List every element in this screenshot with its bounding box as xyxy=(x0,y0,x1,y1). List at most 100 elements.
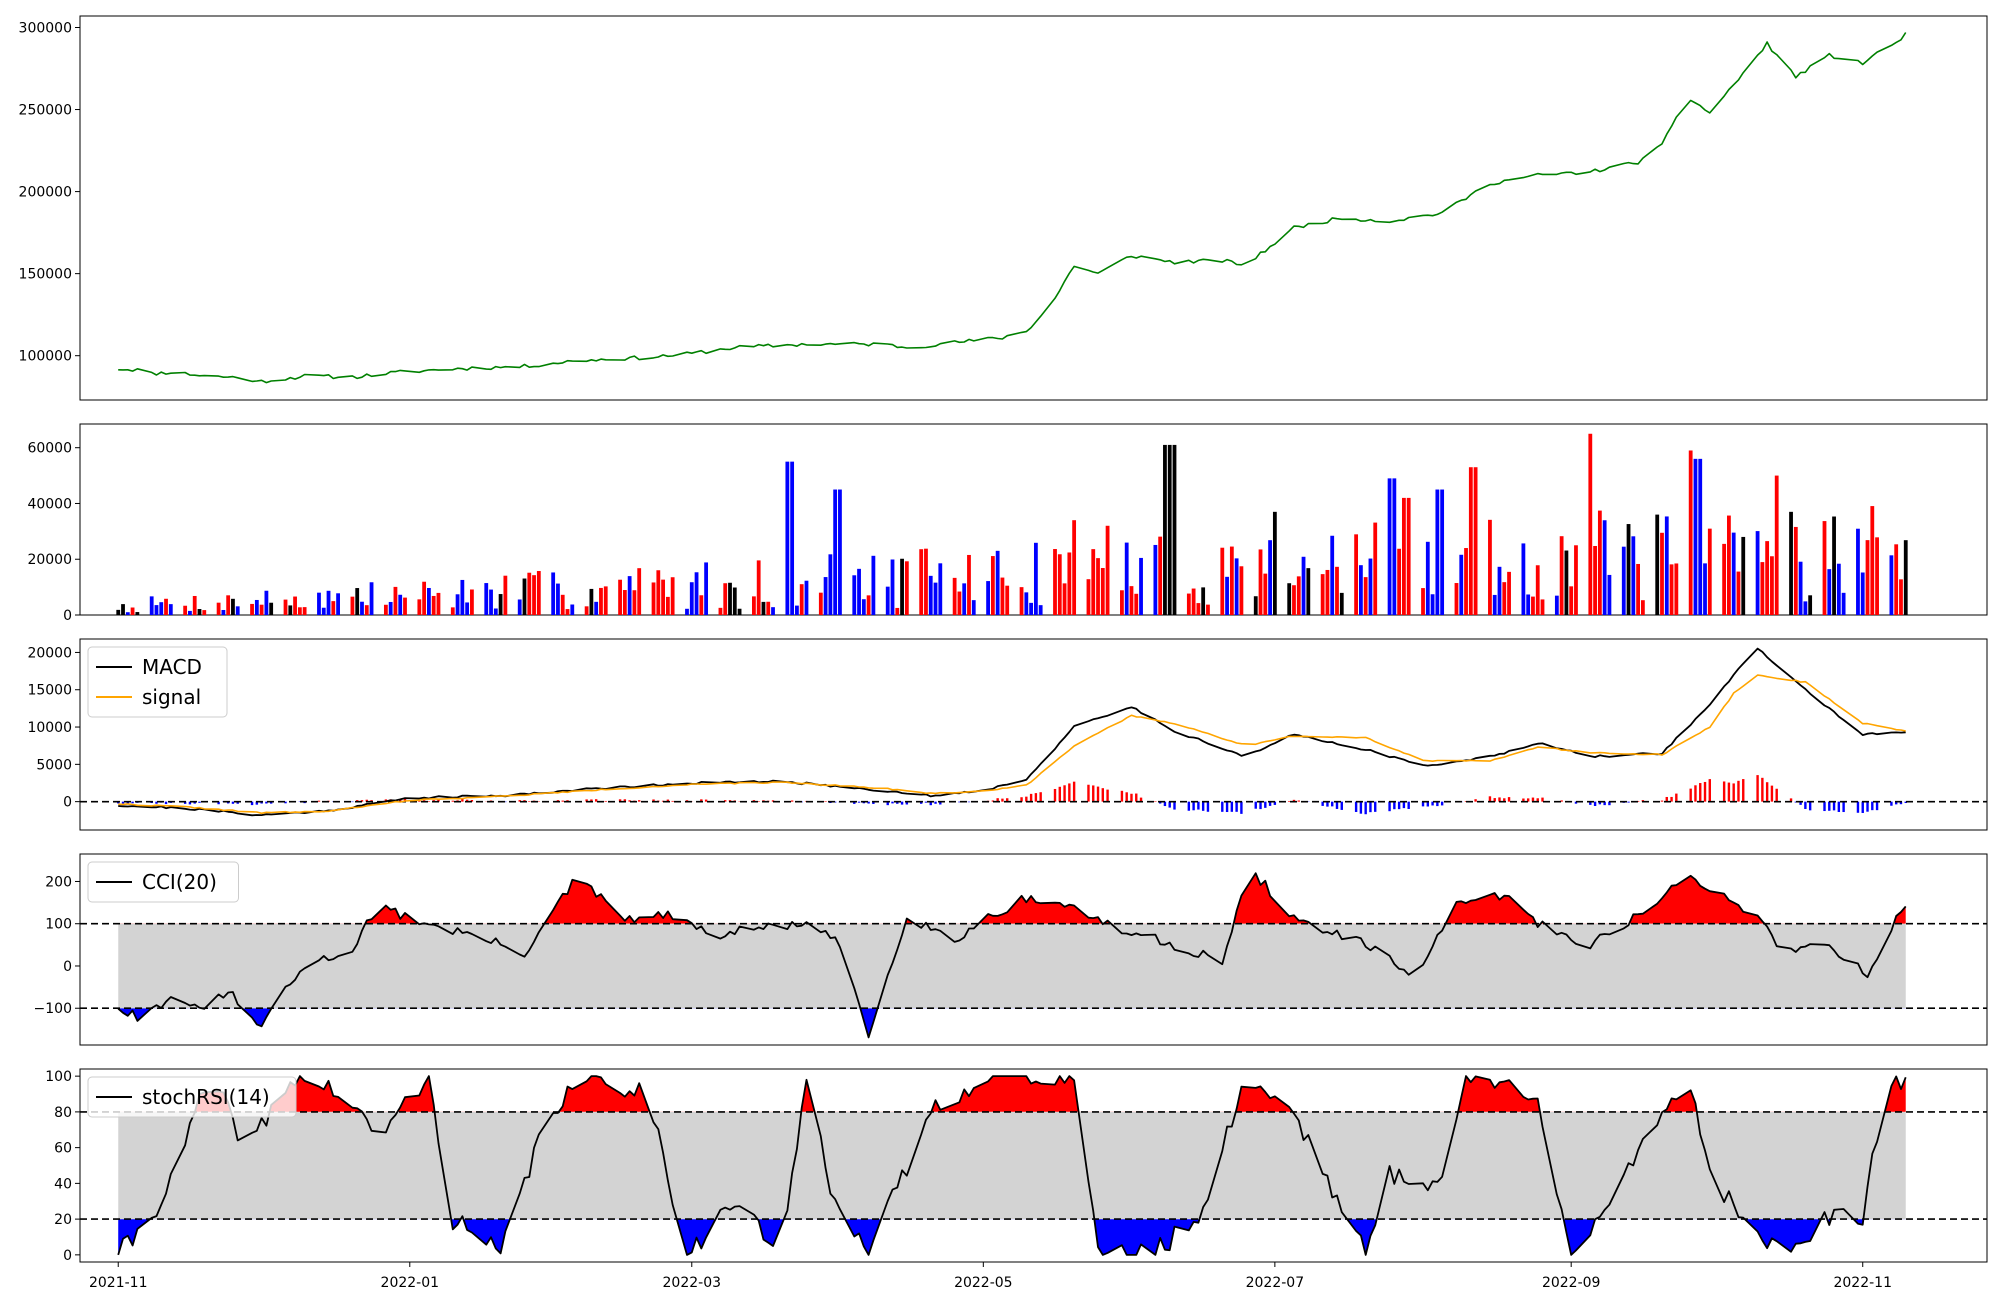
volume-bar xyxy=(1698,458,1703,615)
volume-bar xyxy=(493,608,498,615)
macd-histogram-bar xyxy=(1823,801,1826,812)
macd-ytick-label: 5000 xyxy=(36,757,72,773)
volume-bar xyxy=(336,593,340,615)
macd-histogram-bar xyxy=(1039,792,1042,802)
volume-bar xyxy=(1402,497,1406,615)
macd-histogram-bar xyxy=(1636,800,1640,802)
macd-legend-label: signal xyxy=(142,685,201,709)
volume-bar xyxy=(1731,532,1736,615)
volume-bar xyxy=(450,607,455,615)
volume-bar xyxy=(1822,521,1827,615)
volume-bar xyxy=(1296,576,1301,615)
macd-histogram-bar xyxy=(1440,801,1444,806)
macd-histogram-bar xyxy=(1789,798,1793,802)
macd-histogram-bar xyxy=(1120,790,1124,802)
volume-bar xyxy=(1263,573,1268,615)
volume-bar xyxy=(1287,583,1292,615)
macd-histogram-bar xyxy=(594,799,598,802)
volume-bar xyxy=(1860,572,1865,615)
x-tick-label: 2022-01 xyxy=(381,1275,440,1291)
volume-bar xyxy=(1373,522,1378,615)
volume-bar xyxy=(1602,520,1607,615)
macd-histogram-bar xyxy=(518,800,521,802)
volume-ytick-label: 0 xyxy=(63,608,72,624)
macd-histogram-bar xyxy=(1761,777,1764,802)
macd-histogram-bar xyxy=(1388,801,1391,812)
macd-histogram-bar xyxy=(1894,801,1898,805)
volume-bar xyxy=(857,568,861,615)
macd-histogram-bar xyxy=(628,800,631,802)
volume-bar xyxy=(1703,563,1707,615)
stochrsi-above-fill xyxy=(194,1076,1906,1112)
volume-bar xyxy=(828,554,833,615)
macd-histogram-bar xyxy=(470,799,474,802)
volume-bar xyxy=(924,548,928,615)
volume-bar xyxy=(1253,596,1258,615)
macd-histogram-bar xyxy=(1522,798,1525,802)
volume-bar xyxy=(1554,595,1559,615)
macd-histogram-bar xyxy=(1058,786,1061,802)
macd-histogram-bar xyxy=(1268,801,1272,806)
volume-bar xyxy=(135,612,140,615)
macd-histogram-bar xyxy=(1541,797,1544,802)
volume-bar xyxy=(1454,583,1459,615)
volume-bar xyxy=(269,602,274,615)
volume-bar xyxy=(532,575,536,615)
volume-bar xyxy=(1406,497,1411,615)
volume-bar xyxy=(928,575,933,615)
volume-bar xyxy=(221,609,226,615)
volume-bar xyxy=(1397,548,1402,615)
cci-band-fill xyxy=(118,923,1906,1009)
macd-histogram-bar xyxy=(1125,792,1128,802)
volume-bar xyxy=(1636,563,1641,615)
volume-bar xyxy=(522,578,527,615)
volume-bar xyxy=(756,560,761,615)
stochrsi-legend-label: stochRSI(14) xyxy=(142,1085,270,1109)
macd-histogram-bar xyxy=(857,801,861,803)
macd-histogram-bar xyxy=(1340,801,1343,810)
volume-bar xyxy=(1435,489,1440,615)
cci-legend-label: CCI(20) xyxy=(142,870,217,894)
volume-bar xyxy=(398,594,403,615)
volume-bar xyxy=(1019,587,1024,615)
volume-bar xyxy=(661,579,665,615)
volume-bar xyxy=(1540,599,1545,615)
volume-bar xyxy=(431,595,436,615)
macd-histogram-bar xyxy=(1699,783,1702,802)
volume-bar xyxy=(154,605,159,615)
volume-bar xyxy=(1124,542,1129,615)
volume-bar xyxy=(1325,569,1330,615)
macd-histogram-bar xyxy=(1397,801,1401,810)
volume-bar xyxy=(861,599,866,615)
macd-histogram-bar xyxy=(126,801,129,805)
volume-bar xyxy=(1440,489,1445,615)
macd-histogram-bar xyxy=(1526,798,1530,802)
volume-bar xyxy=(919,549,924,615)
volume-bar xyxy=(317,592,321,615)
volume-bar xyxy=(938,563,943,615)
volume-bar xyxy=(231,598,235,615)
macd-histogram-bar xyxy=(929,801,932,806)
macd-histogram-bar xyxy=(996,798,999,802)
macd-histogram-bar xyxy=(1727,782,1731,802)
volume-bar xyxy=(804,580,809,615)
volume-bar xyxy=(1688,450,1693,615)
macd-histogram-bar xyxy=(1608,801,1611,806)
macd-histogram-bar xyxy=(1842,801,1845,813)
macd-histogram-bar xyxy=(1856,801,1860,813)
volume-bar xyxy=(1664,516,1669,615)
macd-line xyxy=(118,647,1906,817)
macd-histogram-bar xyxy=(265,801,268,804)
volume-bar xyxy=(790,461,795,615)
macd-histogram-bar xyxy=(250,801,254,806)
volume-bar xyxy=(417,599,422,615)
macd-histogram-bar xyxy=(604,800,607,802)
volume-bar xyxy=(1191,588,1196,615)
volume-bar xyxy=(1693,458,1698,615)
macd-histogram-bar xyxy=(1369,801,1372,813)
macd-histogram-bar xyxy=(1006,798,1009,802)
volume-bar xyxy=(1899,579,1903,615)
volume-bar xyxy=(632,590,637,615)
volume-bar xyxy=(1320,574,1325,615)
